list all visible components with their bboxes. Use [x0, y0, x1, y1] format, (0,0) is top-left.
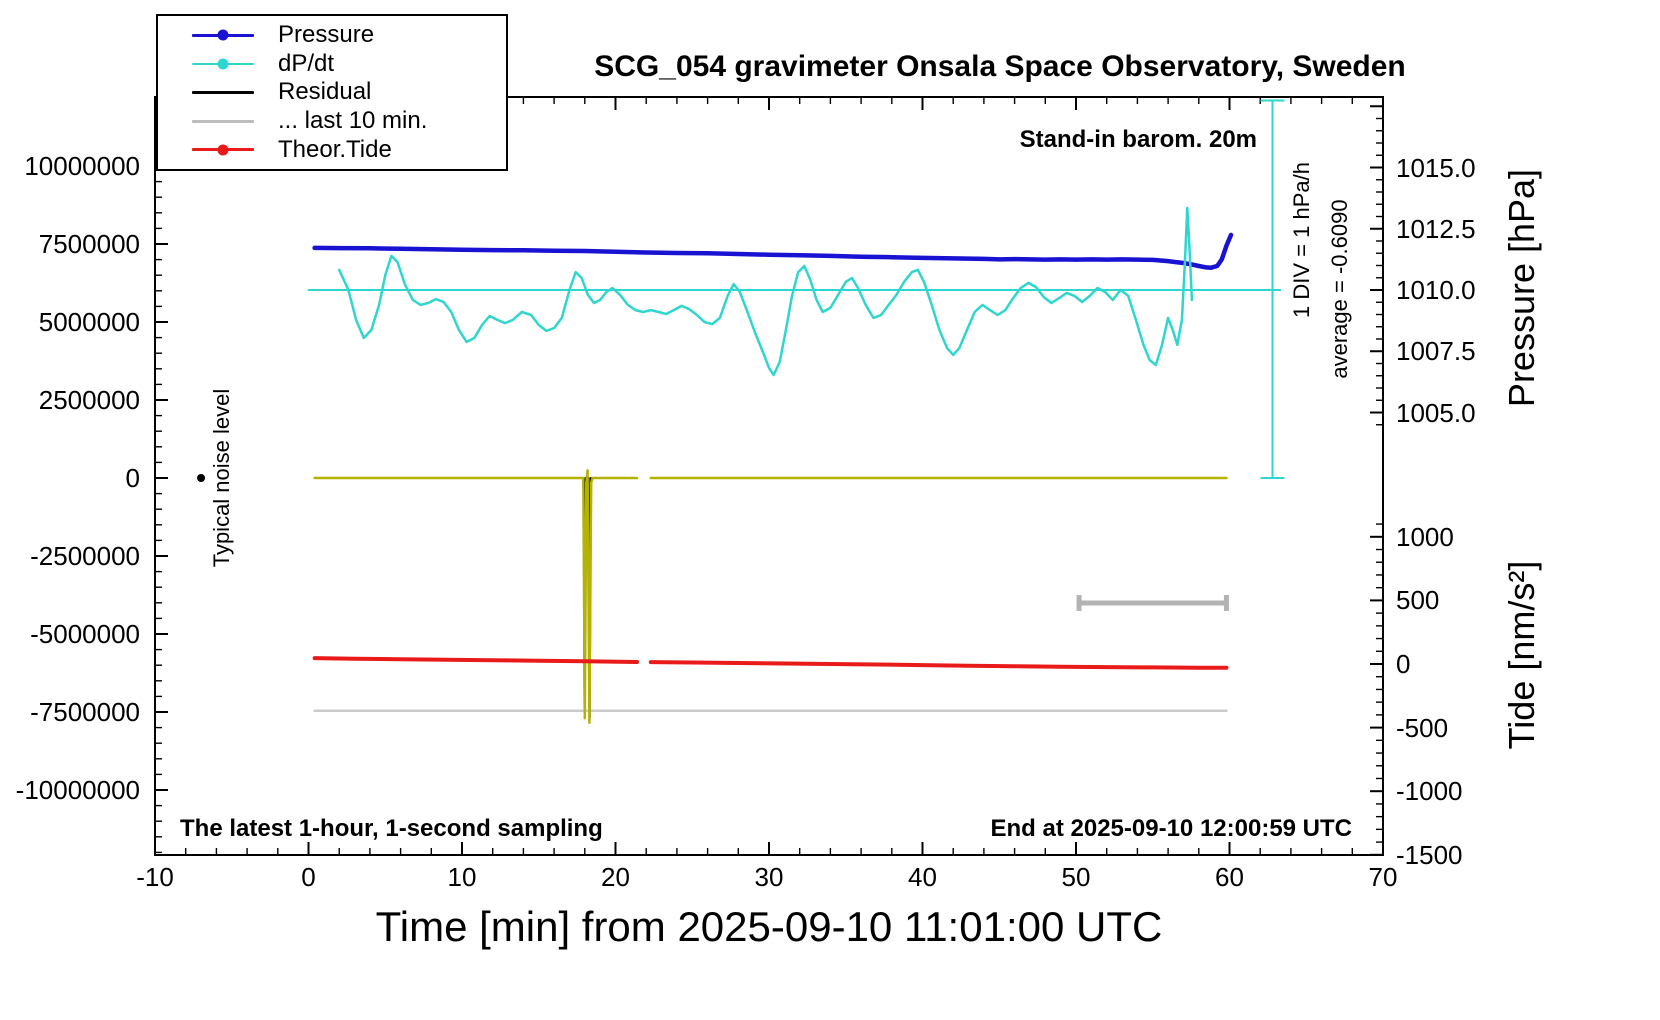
y-left-tick-label: -10000000 [15, 775, 140, 805]
x-tick-label: 30 [754, 862, 784, 892]
y-left-tick-label: -7500000 [30, 697, 140, 727]
legend-item-last-10-min: ... last 10 min. [158, 107, 506, 135]
x-tick-label: 20 [601, 862, 630, 892]
y-left-tick-label: 10000000 [24, 151, 140, 181]
legend-marker-dot [217, 144, 229, 156]
tide-tick-label: 0 [1396, 649, 1411, 679]
x-tick-label: 60 [1215, 862, 1244, 892]
legend-marker-dot [217, 29, 229, 41]
legend-item-label: Residual [278, 78, 372, 106]
legend-item-dp-dt: dP/dt [158, 50, 506, 78]
legend-sample-line [192, 143, 254, 156]
pressure-tick-label: 1010.0 [1396, 275, 1476, 305]
x-tick-label: 70 [1368, 862, 1398, 892]
legend-item-pressure: Pressure [158, 21, 506, 49]
legend-item-label: ... last 10 min. [278, 107, 428, 135]
y-left-tick-label: -2500000 [30, 541, 140, 571]
series-typical-noise-level-dot [197, 474, 206, 482]
legend-item-residual: Residual [158, 78, 506, 106]
x-tick-label: 50 [1061, 862, 1091, 892]
end-time-note: End at 2025-09-10 12:00:59 UTC [990, 815, 1353, 842]
y-left-tick-label: 5000000 [38, 307, 140, 337]
legend-line-swatch [192, 119, 254, 123]
x-axis-title: Time [min] from 2025-09-10 11:01:00 UTC [375, 903, 1163, 950]
pressure-axis-title: Pressure [hPa] [1501, 168, 1542, 408]
legend-item-label: Theor.Tide [278, 135, 392, 163]
pressure-tick-label: 1012.5 [1396, 213, 1476, 244]
plot-frame [154, 96, 1384, 856]
series-theor-tide [648, 660, 1229, 670]
tide-axis-title: Tide [nm/s²] [1501, 560, 1542, 750]
legend-line-swatch [192, 90, 254, 94]
average-note: average = -0.6090 [1327, 199, 1352, 379]
series-theor-tide [312, 656, 639, 664]
y-left-tick-label: -5000000 [30, 619, 140, 649]
tide-tick-label: -1500 [1396, 839, 1463, 870]
chart-title: SCG_054 gravimeter Onsala Space Observat… [594, 50, 1406, 83]
tide-tick-label: -500 [1396, 712, 1449, 743]
y-left-tick-label: 0 [125, 463, 140, 493]
pressure-tick-label: 1007.5 [1396, 336, 1476, 367]
tide-tick-label: 1000 [1396, 521, 1454, 552]
series-dp-dt [337, 206, 1194, 377]
stand-in-note: Stand-in barom. 20m [1019, 126, 1257, 153]
y-left-tick-label: 2500000 [38, 385, 140, 415]
sampling-note: The latest 1-hour, 1-second sampling [180, 815, 603, 842]
series-pressure [312, 232, 1234, 270]
tide-tick-label: -1000 [1396, 776, 1463, 807]
tide-tick-label: 500 [1396, 585, 1440, 616]
x-tick-label: 0 [301, 862, 316, 892]
legend-item-label: dP/dt [278, 49, 335, 77]
x-tick-label: -10 [136, 862, 174, 892]
legend-sample-line [192, 29, 254, 42]
noise-level-note: Typical noise level [209, 388, 234, 568]
x-tick-label: 40 [908, 862, 937, 892]
y-left-tick-label: 7500000 [38, 229, 140, 259]
legend-item-theor-tide: Theor.Tide [158, 136, 506, 164]
pressure-tick-label: 1015.0 [1396, 152, 1476, 183]
legend-marker-dot [217, 58, 229, 70]
pressure-tick-label: 1005.0 [1396, 397, 1476, 428]
div-scale-note: 1 DIV = 1 hPa/h [1289, 162, 1314, 318]
series-residual [313, 468, 639, 725]
legend-sample-line [192, 86, 254, 99]
x-tick-label: 10 [447, 862, 477, 892]
legend-sample-line [192, 57, 254, 70]
legend-item-label: Pressure [278, 21, 375, 49]
legend-sample-line [192, 115, 254, 128]
legend: Pressure dP/dt Residual... last 10 min. The… [156, 14, 508, 171]
